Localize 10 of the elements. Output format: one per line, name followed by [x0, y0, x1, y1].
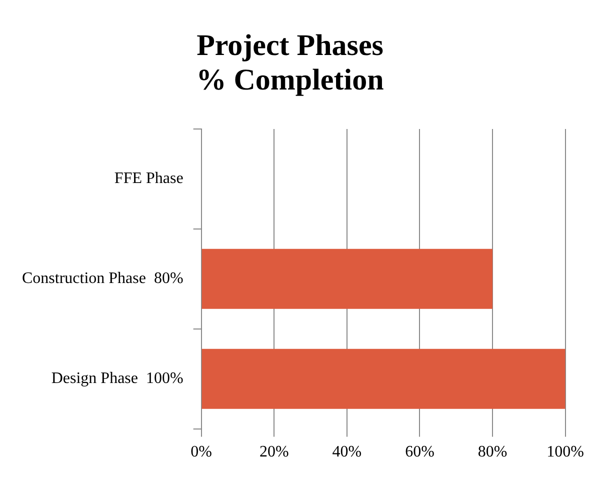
x-tick-label: 80%	[478, 444, 508, 461]
chart-title: Project Phases % Completion	[196, 29, 384, 96]
x-tick-label: 40%	[332, 444, 362, 461]
x-tick-label: 0%	[190, 444, 212, 461]
x-tick-label: 100%	[546, 444, 584, 461]
y-tick-label: Design Phase 100%	[51, 370, 184, 388]
y-tick-label: FFE Phase	[114, 170, 184, 188]
y-tick-label: Construction Phase 80%	[22, 270, 184, 288]
x-tick-label: 60%	[405, 444, 434, 461]
x-tick-label: 20%	[259, 444, 289, 461]
